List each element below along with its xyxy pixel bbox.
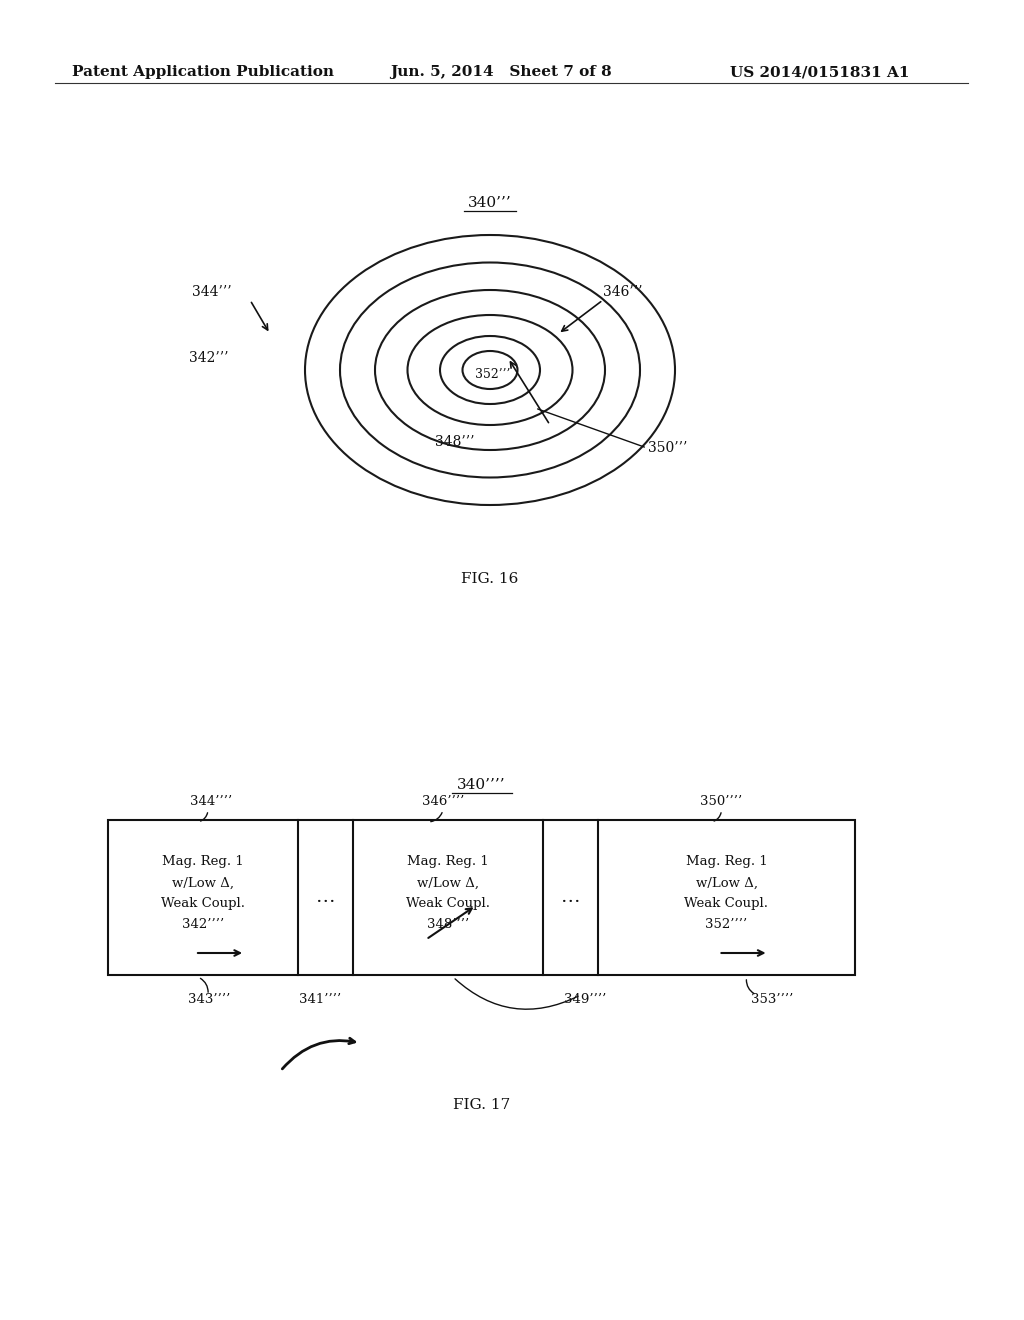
Text: 340’’’: 340’’’ [468, 195, 512, 210]
Text: Weak Coupl.: Weak Coupl. [406, 898, 490, 911]
Text: 350’’’’: 350’’’’ [700, 795, 742, 808]
Text: 350’’’: 350’’’ [648, 441, 687, 455]
Bar [108, 820, 855, 975]
Text: 348’’’’: 348’’’’ [427, 919, 469, 932]
Text: …: … [561, 888, 581, 907]
Text: w/Low Δ,: w/Low Δ, [172, 876, 234, 890]
Text: 343’’’’: 343’’’’ [188, 993, 230, 1006]
Text: Patent Application Publication: Patent Application Publication [72, 65, 334, 79]
Text: w/Low Δ,: w/Low Δ, [695, 876, 758, 890]
Text: FIG. 17: FIG. 17 [453, 1098, 510, 1111]
Text: …: … [315, 888, 335, 907]
Text: 342’’’: 342’’’ [188, 351, 228, 366]
Text: Jun. 5, 2014   Sheet 7 of 8: Jun. 5, 2014 Sheet 7 of 8 [390, 65, 611, 79]
Text: w/Low Δ,: w/Low Δ, [417, 876, 479, 890]
Text: Mag. Reg. 1: Mag. Reg. 1 [686, 855, 767, 869]
Text: FIG. 16: FIG. 16 [462, 572, 519, 586]
Text: 346’’’: 346’’’ [603, 285, 642, 300]
Text: 349’’’’: 349’’’’ [564, 993, 606, 1006]
Text: 353’’’’: 353’’’’ [752, 993, 794, 1006]
Text: 341’’’’: 341’’’’ [299, 993, 342, 1006]
Text: 352’’’: 352’’’ [475, 368, 511, 381]
Text: 344’’’’: 344’’’’ [189, 795, 232, 808]
Text: Weak Coupl.: Weak Coupl. [161, 898, 245, 911]
Text: 346’’’’: 346’’’’ [422, 795, 464, 808]
Text: Mag. Reg. 1: Mag. Reg. 1 [162, 855, 244, 869]
Text: 348’’’: 348’’’ [435, 436, 475, 449]
Text: 340’’’’: 340’’’’ [457, 777, 506, 792]
Text: US 2014/0151831 A1: US 2014/0151831 A1 [730, 65, 909, 79]
Text: Weak Coupl.: Weak Coupl. [684, 898, 768, 911]
Text: Mag. Reg. 1: Mag. Reg. 1 [408, 855, 488, 869]
Text: 344’’’: 344’’’ [193, 285, 232, 300]
Text: 352’’’’: 352’’’’ [706, 919, 748, 932]
Text: 342’’’’: 342’’’’ [182, 919, 224, 932]
